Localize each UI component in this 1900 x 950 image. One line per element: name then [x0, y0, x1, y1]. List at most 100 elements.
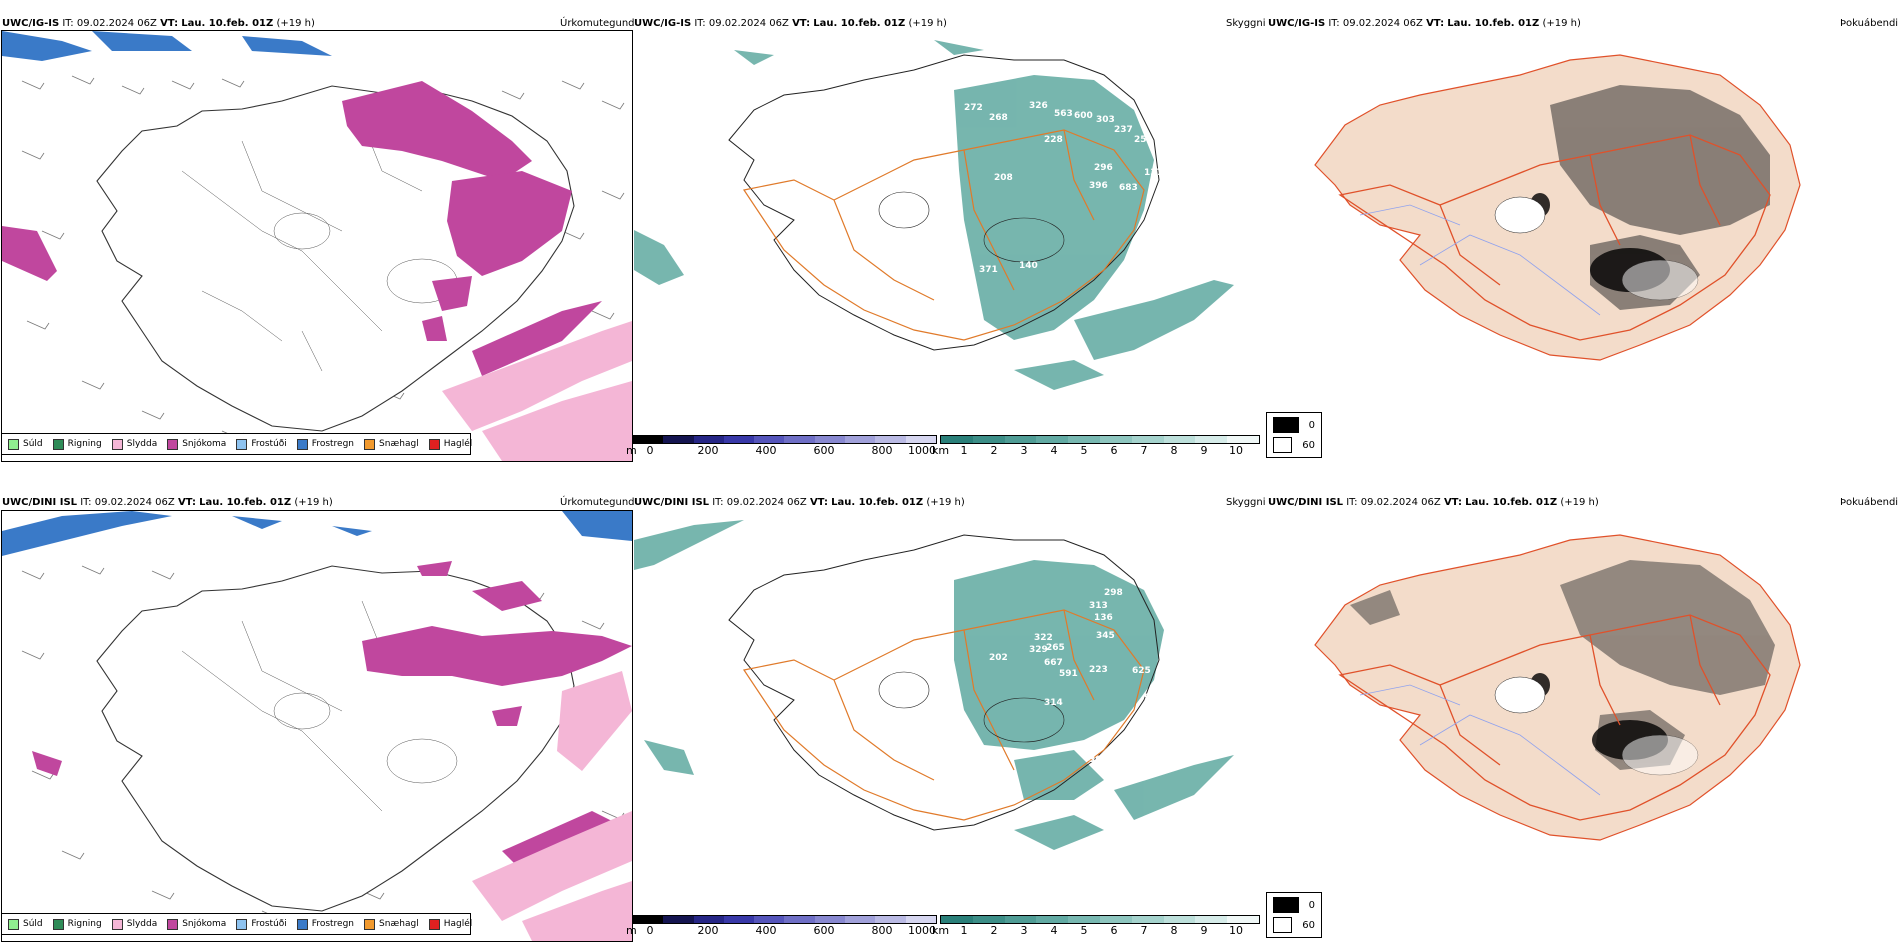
precip-map-row1[interactable]	[1, 30, 633, 462]
scale-tick: 1	[960, 444, 968, 457]
fog-legend-item: 60	[1273, 917, 1315, 933]
vis-label: 289	[1174, 623, 1193, 633]
precip-map-svg	[2, 31, 632, 461]
scale-tick: 600	[813, 444, 835, 457]
vis-map-row2[interactable]: 298 313 136 345 322 329 265 667 591 223 …	[634, 510, 1262, 910]
vis-label: 140	[1019, 261, 1038, 271]
scale-tick: 5	[1080, 924, 1088, 937]
vis-value-labels: 272 268 326 563 600 303 237 251 228 296 …	[964, 101, 1163, 343]
fog-map-row2[interactable]	[1300, 515, 1860, 895]
vis-label: 207	[1174, 643, 1193, 653]
glaciers	[1494, 196, 1699, 301]
fog-map-svg	[1314, 534, 1801, 841]
vis-label: 313	[1089, 601, 1108, 611]
legend-swatch	[52, 438, 64, 450]
legend-swatch	[52, 918, 64, 930]
fog-title-row2: Þokuábendi	[1840, 497, 1899, 508]
vis-label: 253	[1174, 678, 1193, 688]
precip-map-svg	[2, 511, 632, 941]
fog-legend-row1: 0 60	[1266, 412, 1322, 458]
vis-label: 296	[1094, 163, 1113, 173]
vis-label: 314	[1044, 698, 1063, 708]
scale-unit: m	[626, 444, 637, 457]
coastline	[96, 85, 575, 432]
scale-tick: 400	[755, 444, 777, 457]
vis-label: 224	[1164, 663, 1183, 673]
vis-label: 228	[1044, 135, 1063, 145]
legend-swatch	[236, 438, 248, 450]
fog-legend-item: 60	[1273, 437, 1315, 453]
scale-tick: 10	[1229, 924, 1243, 937]
fog-header-row1: UWC/IG-IS IT: 09.02.2024 06Z VT: Lau. 10…	[1268, 18, 1581, 29]
precip-header-row1: UWC/IG-IS IT: 09.02.2024 06Z VT: Lau. 10…	[2, 18, 315, 29]
scale-tick: 400	[755, 924, 777, 937]
scale-unit: km	[932, 924, 950, 937]
scale-tick: 0	[646, 924, 654, 937]
precip-legend-row1: Súld Rigning Slydda Snjókoma Frostúði Fr…	[1, 433, 472, 455]
scale-tick: 2	[990, 444, 998, 457]
glaciers	[878, 191, 1065, 263]
legend-swatch	[8, 438, 19, 450]
coastline	[728, 534, 1160, 831]
fog-legend-row2: 0 60	[1266, 892, 1322, 938]
rivers	[1359, 684, 1601, 796]
vis-label: 625	[1132, 666, 1151, 676]
fog-header-row2: UWC/DINI ISL IT: 09.02.2024 06Z VT: Lau.…	[1268, 497, 1599, 508]
vis-label: 268	[989, 113, 1008, 123]
scale-tick: 3	[1020, 924, 1028, 937]
vis-label: 134	[1059, 333, 1078, 343]
scale-m-cells	[632, 915, 937, 924]
coastline	[96, 565, 575, 912]
vis-label: 563	[1054, 109, 1073, 119]
scale-m-row1: m 0 200 400 600 800 1000	[626, 435, 937, 458]
vis-header-row2: UWC/DINI ISL IT: 09.02.2024 06Z VT: Lau.…	[634, 497, 965, 508]
terrain-lines	[181, 120, 458, 372]
vis-label: 237	[1114, 125, 1133, 135]
vis-label: 345	[1096, 631, 1115, 641]
vis-map-row1[interactable]: 272 268 326 563 600 303 237 251 228 296 …	[634, 30, 1262, 430]
legend-item: Rigning	[52, 918, 102, 930]
road-network	[1338, 614, 1771, 821]
legend-item: Slydda	[111, 438, 157, 450]
vis-label: 265	[1046, 643, 1065, 653]
scale-tick: 6	[1110, 444, 1118, 457]
vis-label: 208	[994, 173, 1013, 183]
fog-swatch	[1273, 437, 1293, 453]
vis-label: 136	[1094, 613, 1113, 623]
legend-item: Snæhagl	[364, 918, 419, 930]
precip-header-row2: UWC/DINI ISL IT: 09.02.2024 06Z VT: Lau.…	[2, 497, 333, 508]
freezing-rain-areas	[2, 511, 632, 556]
low-visibility-areas	[634, 40, 1234, 390]
scale-km-ticks: km 1 2 3 4 5 6 7 8 9 10	[932, 924, 1260, 938]
scale-tick: 9	[1200, 924, 1208, 937]
legend-swatch	[167, 918, 179, 930]
scale-tick: 1000	[908, 924, 936, 937]
vis-header-row1: UWC/IG-IS IT: 09.02.2024 06Z VT: Lau. 10…	[634, 18, 947, 29]
legend-swatch	[428, 918, 440, 930]
scale-tick: 800	[871, 924, 893, 937]
fog-map-svg	[1314, 54, 1801, 361]
vis-value-labels: 298 313 136 345 322 329 265 667 591 223 …	[939, 588, 1193, 765]
low-visibility-areas	[634, 520, 1234, 850]
fog-swatch	[1273, 897, 1299, 913]
legend-item: Haglél	[428, 918, 472, 930]
scale-tick: 800	[871, 444, 893, 457]
legend-item: Snæhagl	[364, 438, 419, 450]
vis-label: 396	[1089, 181, 1108, 191]
fog-map-row1[interactable]	[1300, 35, 1860, 415]
precip-title-row1: Úrkomutegund	[560, 18, 635, 29]
scale-unit: m	[626, 924, 637, 937]
legend-item: Haglél	[428, 438, 472, 450]
scale-tick: 600	[813, 924, 835, 937]
scale-km-row2: km 1 2 3 4 5 6 7 8 9 10	[932, 915, 1260, 938]
rivers	[1359, 204, 1601, 316]
vis-label: 137	[1144, 168, 1163, 178]
scale-tick: 6	[1110, 924, 1118, 937]
legend-item: Frostregn	[296, 438, 354, 450]
scale-tick: 7	[1140, 924, 1148, 937]
road-network	[743, 129, 1145, 341]
scale-tick: 1000	[908, 444, 936, 457]
scale-tick: 200	[697, 924, 719, 937]
scale-tick: 1	[960, 924, 968, 937]
precip-map-row2[interactable]	[1, 510, 633, 942]
